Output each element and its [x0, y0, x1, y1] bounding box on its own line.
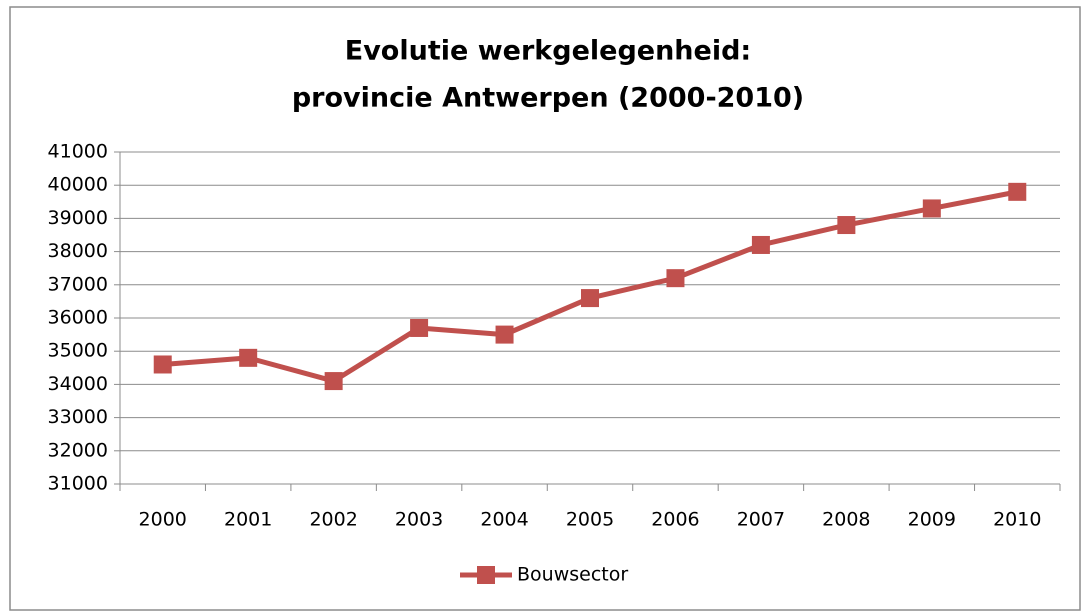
y-tick-label: 35000 — [48, 340, 108, 362]
y-tick-label: 39000 — [48, 207, 108, 229]
marker — [1008, 182, 1027, 201]
marker — [153, 355, 172, 374]
marker — [666, 269, 685, 288]
x-tick-label: 2009 — [908, 509, 956, 531]
x-tick-label: 2010 — [993, 509, 1041, 531]
marker — [837, 216, 856, 235]
y-tick-label: 40000 — [48, 174, 108, 196]
x-tick-label: 2008 — [822, 509, 870, 531]
marker — [495, 325, 514, 344]
legend-label: Bouwsector — [517, 564, 628, 586]
chart-title: Evolutie werkgelegenheid: — [345, 36, 751, 67]
chart-title: provincie Antwerpen (2000-2010) — [292, 83, 804, 114]
x-tick-label: 2001 — [224, 509, 272, 531]
marker — [922, 199, 941, 218]
legend-swatch — [477, 566, 495, 584]
y-tick-label: 33000 — [48, 406, 108, 428]
x-tick-label: 2000 — [139, 509, 187, 531]
x-tick-label: 2002 — [309, 509, 357, 531]
y-tick-label: 34000 — [48, 373, 108, 395]
marker — [751, 235, 770, 254]
y-tick-label: 31000 — [48, 473, 108, 495]
x-tick-label: 2005 — [566, 509, 614, 531]
y-tick-label: 37000 — [48, 273, 108, 295]
marker — [581, 289, 599, 308]
chart-border — [9, 6, 1081, 611]
marker — [410, 318, 429, 337]
x-tick-label: 2004 — [480, 509, 528, 531]
x-tick-label: 2003 — [395, 509, 443, 531]
marker — [239, 348, 258, 367]
y-tick-label: 41000 — [48, 141, 108, 163]
y-tick-label: 36000 — [48, 307, 108, 329]
marker — [324, 372, 343, 391]
x-tick-label: 2006 — [651, 509, 699, 531]
y-tick-label: 38000 — [48, 240, 108, 262]
x-tick-label: 2007 — [737, 509, 785, 531]
y-tick-label: 32000 — [48, 439, 108, 461]
